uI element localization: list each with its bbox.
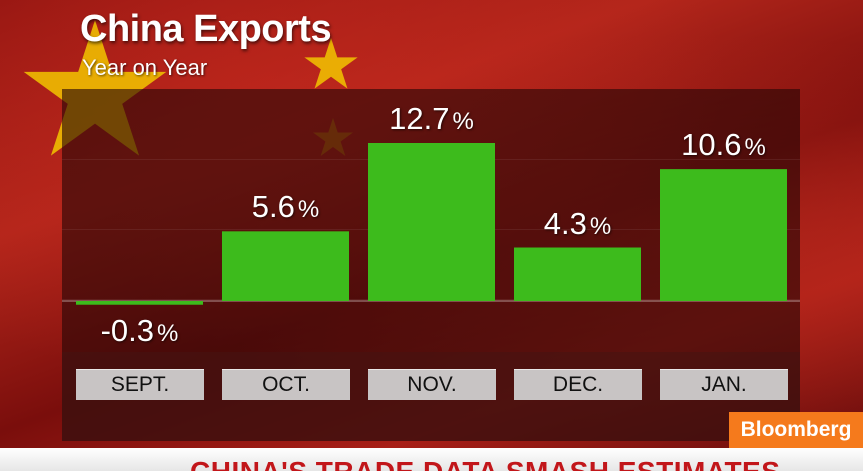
data-label: 4.3% xyxy=(543,205,612,241)
bar-jan xyxy=(660,169,787,301)
flag-star-large-icon xyxy=(23,20,167,156)
bar-sept xyxy=(76,301,203,305)
bloomberg-logo: Bloomberg xyxy=(729,412,863,448)
flag-star-small-icon xyxy=(304,38,358,89)
category-label: NOV. xyxy=(368,369,496,400)
data-label: 10.6% xyxy=(681,127,766,163)
data-label: -0.3% xyxy=(100,313,179,348)
category-label: DEC. xyxy=(514,369,642,400)
headline-ticker: CHINA'S TRADE DATA SMASH ESTIMATES xyxy=(0,448,863,471)
data-label: 5.6% xyxy=(251,189,320,225)
chart-title: China Exports xyxy=(80,8,332,50)
data-label: 12.7% xyxy=(389,101,474,136)
chart-subtitle: Year on Year xyxy=(82,55,208,80)
bar-oct xyxy=(222,231,349,301)
category-label: JAN. xyxy=(660,369,788,400)
category-label: OCT. xyxy=(222,369,350,400)
bar-nov xyxy=(368,143,495,301)
category-label: SEPT. xyxy=(76,369,204,400)
bar-dec xyxy=(514,247,641,301)
headline-text: CHINA'S TRADE DATA SMASH ESTIMATES xyxy=(190,456,780,471)
